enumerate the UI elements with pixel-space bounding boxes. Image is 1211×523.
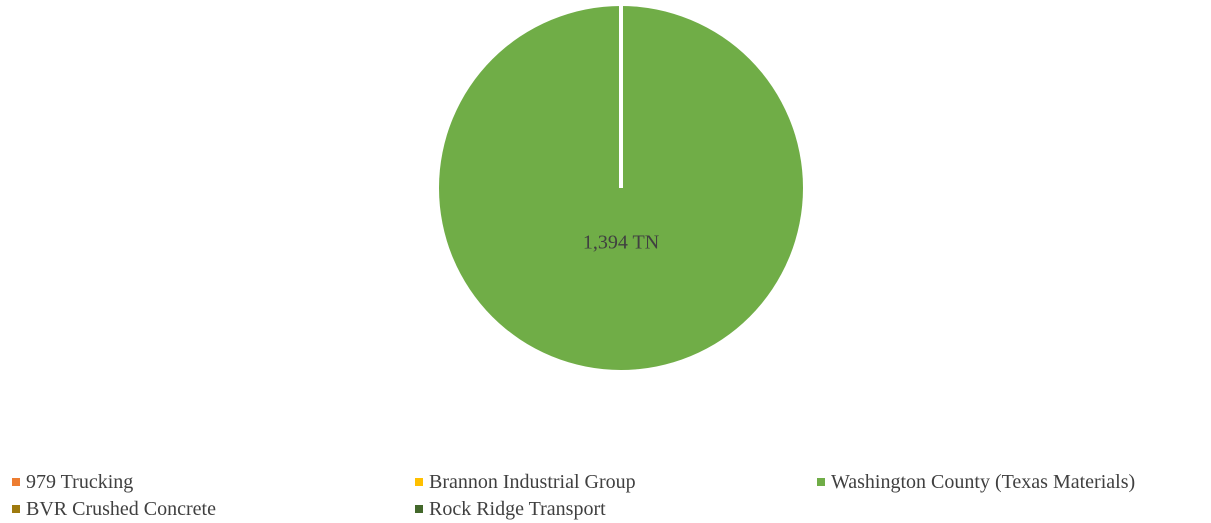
- legend-swatch: [12, 505, 20, 513]
- data-label-washington-county-texas-materials: 1,394 TN: [583, 232, 659, 254]
- pie-slices: [439, 6, 803, 370]
- legend-label: Washington County (Texas Materials): [831, 471, 1136, 493]
- legend-item-brannon-industrial-group: Brannon Industrial Group: [415, 470, 636, 494]
- pie-data-labels: 1,394 TN: [583, 232, 659, 254]
- legend: 979 Trucking Brannon Industrial Group Wa…: [0, 470, 1211, 523]
- pie-chart: 1,394 TN: [439, 6, 803, 370]
- legend-label: BVR Crushed Concrete: [26, 498, 216, 520]
- legend-item-washington-county: Washington County (Texas Materials): [817, 470, 1135, 494]
- legend-label: Brannon Industrial Group: [429, 471, 636, 493]
- legend-label: Rock Ridge Transport: [429, 498, 606, 520]
- legend-swatch: [415, 478, 423, 486]
- legend-swatch: [817, 478, 825, 486]
- legend-item-bvr-crushed-concrete: BVR Crushed Concrete: [12, 497, 216, 521]
- legend-item-rock-ridge-transport: Rock Ridge Transport: [415, 497, 606, 521]
- legend-swatch: [12, 478, 20, 486]
- legend-swatch: [415, 505, 423, 513]
- legend-item-979-trucking: 979 Trucking: [12, 470, 133, 494]
- pie-chart-svg: 1,394 TN: [439, 6, 803, 370]
- legend-label: 979 Trucking: [26, 471, 134, 493]
